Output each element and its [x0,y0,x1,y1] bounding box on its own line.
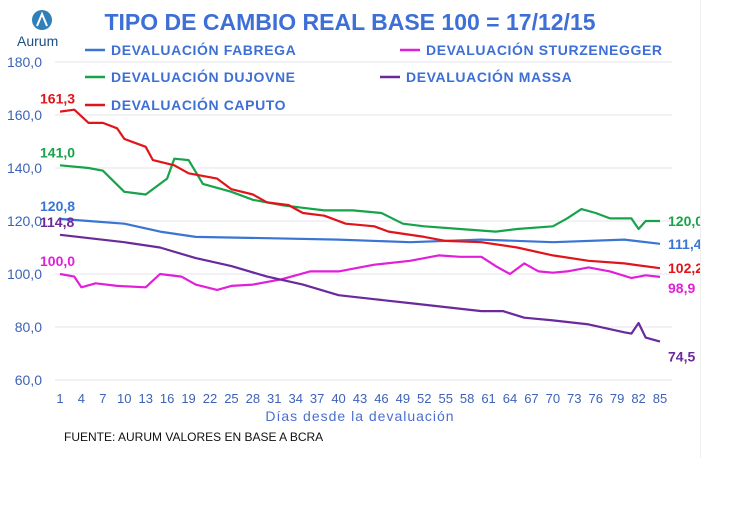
x-tick-label: 1 [56,391,63,406]
x-tick-label: 58 [460,391,474,406]
x-axis-label: Días desde la devaluación [265,408,454,424]
x-tick-label: 55 [438,391,452,406]
y-tick-label: 60,0 [15,372,42,388]
legend-label: DEVALUACIÓN FABREGA [111,41,296,58]
x-tick-label: 40 [331,391,345,406]
x-tick-label: 25 [224,391,238,406]
x-tick-label: 52 [417,391,431,406]
data-label: 120,8 [40,198,75,214]
x-tick-label: 70 [546,391,560,406]
x-tick-label: 16 [160,391,174,406]
data-label: 102,2 [668,260,700,276]
x-tick-label: 4 [78,391,85,406]
logo-text: Aurum [17,33,58,49]
legend-label: DEVALUACIÓN DUJOVNE [111,68,296,85]
x-tick-label: 37 [310,391,324,406]
y-tick-label: 120,0 [7,213,42,229]
x-tick-label: 61 [481,391,495,406]
x-tick-label: 28 [246,391,260,406]
x-tick-label: 76 [588,391,602,406]
chart-title: TIPO DE CAMBIO REAL BASE 100 = 17/12/15 [104,9,595,35]
x-tick-label: 7 [99,391,106,406]
y-tick-label: 140,0 [7,160,42,176]
x-tick-label: 10 [117,391,131,406]
y-tick-label: 100,0 [7,266,42,282]
series-line-sturzenegger [59,254,661,291]
x-tick-label: 19 [181,391,195,406]
x-tick-label: 46 [374,391,388,406]
data-label: 111,4 [668,236,700,252]
series-line-massa [59,233,661,343]
source-note: FUENTE: AURUM VALORES EN BASE A BCRA [64,430,323,444]
data-label: 98,9 [668,280,695,296]
legend-label: DEVALUACIÓN MASSA [406,68,572,85]
x-tick-label: 13 [138,391,152,406]
x-tick-label: 31 [267,391,281,406]
x-tick-label: 22 [203,391,217,406]
x-tick-label: 82 [631,391,645,406]
series-line-caputo [59,108,661,270]
data-label: 161,3 [40,91,75,107]
data-label: 120,0 [668,213,700,229]
x-tick-label: 85 [653,391,667,406]
data-label: 114,8 [40,214,74,230]
x-tick-label: 43 [353,391,367,406]
x-tick-label: 64 [503,391,517,406]
x-tick-label: 67 [524,391,538,406]
y-tick-label: 80,0 [15,319,42,335]
x-tick-label: 79 [610,391,624,406]
data-label: 141,0 [40,144,75,160]
x-tick-label: 34 [288,391,302,406]
chart-frame: Aurum TIPO DE CAMBIO REAL BASE 100 = 17/… [7,0,703,458]
y-tick-label: 160,0 [7,107,42,123]
data-label: 100,0 [40,253,75,269]
series-line-dujovne [59,157,660,233]
data-label: 74,5 [668,349,695,365]
legend-label: DEVALUACIÓN CAPUTO [111,96,286,113]
x-tick-label: 49 [396,391,410,406]
x-tick-label: 73 [567,391,581,406]
series-line-fabrega [59,217,661,245]
legend-label: DEVALUACIÓN STURZENEGGER [426,41,663,58]
line-chart: Aurum TIPO DE CAMBIO REAL BASE 100 = 17/… [7,9,703,444]
y-tick-label: 180,0 [7,54,42,70]
aurum-logo: Aurum [17,10,58,49]
